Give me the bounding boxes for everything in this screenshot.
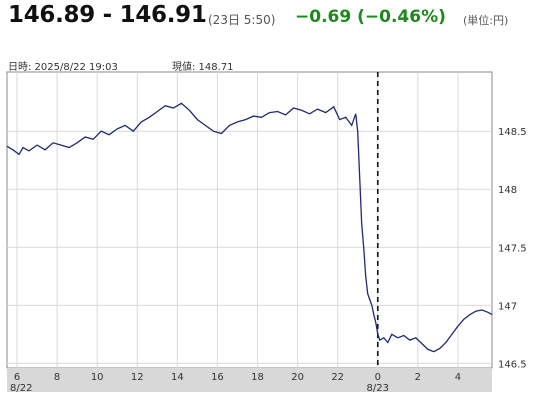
x-tick-label: 20 [291,372,304,383]
quote-timestamp: (23日 5:50) [208,13,276,27]
datetime-label: 日時: 2025/8/22 19:03 [8,62,118,73]
bid-ask-price: 146.89 - 146.91 [8,2,207,28]
plot-frame [6,71,493,369]
x-tick-label: 2 [415,372,421,383]
x-tick-label: 14 [171,372,184,383]
x-axis-band [7,368,492,392]
x-tick-label: 0 [375,372,381,383]
x-tick-label: 4 [455,372,461,383]
x-tick-label: 6 [14,372,20,383]
x-axis-ticks: 6 8 10 12 14 16 18 20 22 0 2 4 [14,372,461,383]
x-tick-label: 16 [211,372,224,383]
y-tick-label: 146.5 [498,359,527,370]
y-tick-label: 148 [498,185,517,196]
y-tick-label: 147.5 [498,243,527,254]
x-tick-label: 22 [331,372,344,383]
grid-lines [7,72,492,368]
date-label-8-22: 8/22 [10,383,32,394]
x-tick-label: 18 [251,372,264,383]
x-tick-label: 12 [131,372,144,383]
current-price-label: 現値: 148.71 [172,62,234,73]
y-tick-label: 147 [498,301,517,312]
y-tick-label: 148.5 [498,127,527,138]
date-label-8-23: 8/23 [367,383,389,394]
price-series-line [6,102,493,353]
price-change: −0.69 (−0.46%) [295,7,446,27]
x-tick-label: 8 [54,372,60,383]
unit-label: (単位:円) [463,14,509,27]
y-axis-ticks: 146.5 147 147.5 148 148.5 [498,127,527,370]
x-tick-label: 10 [91,372,104,383]
